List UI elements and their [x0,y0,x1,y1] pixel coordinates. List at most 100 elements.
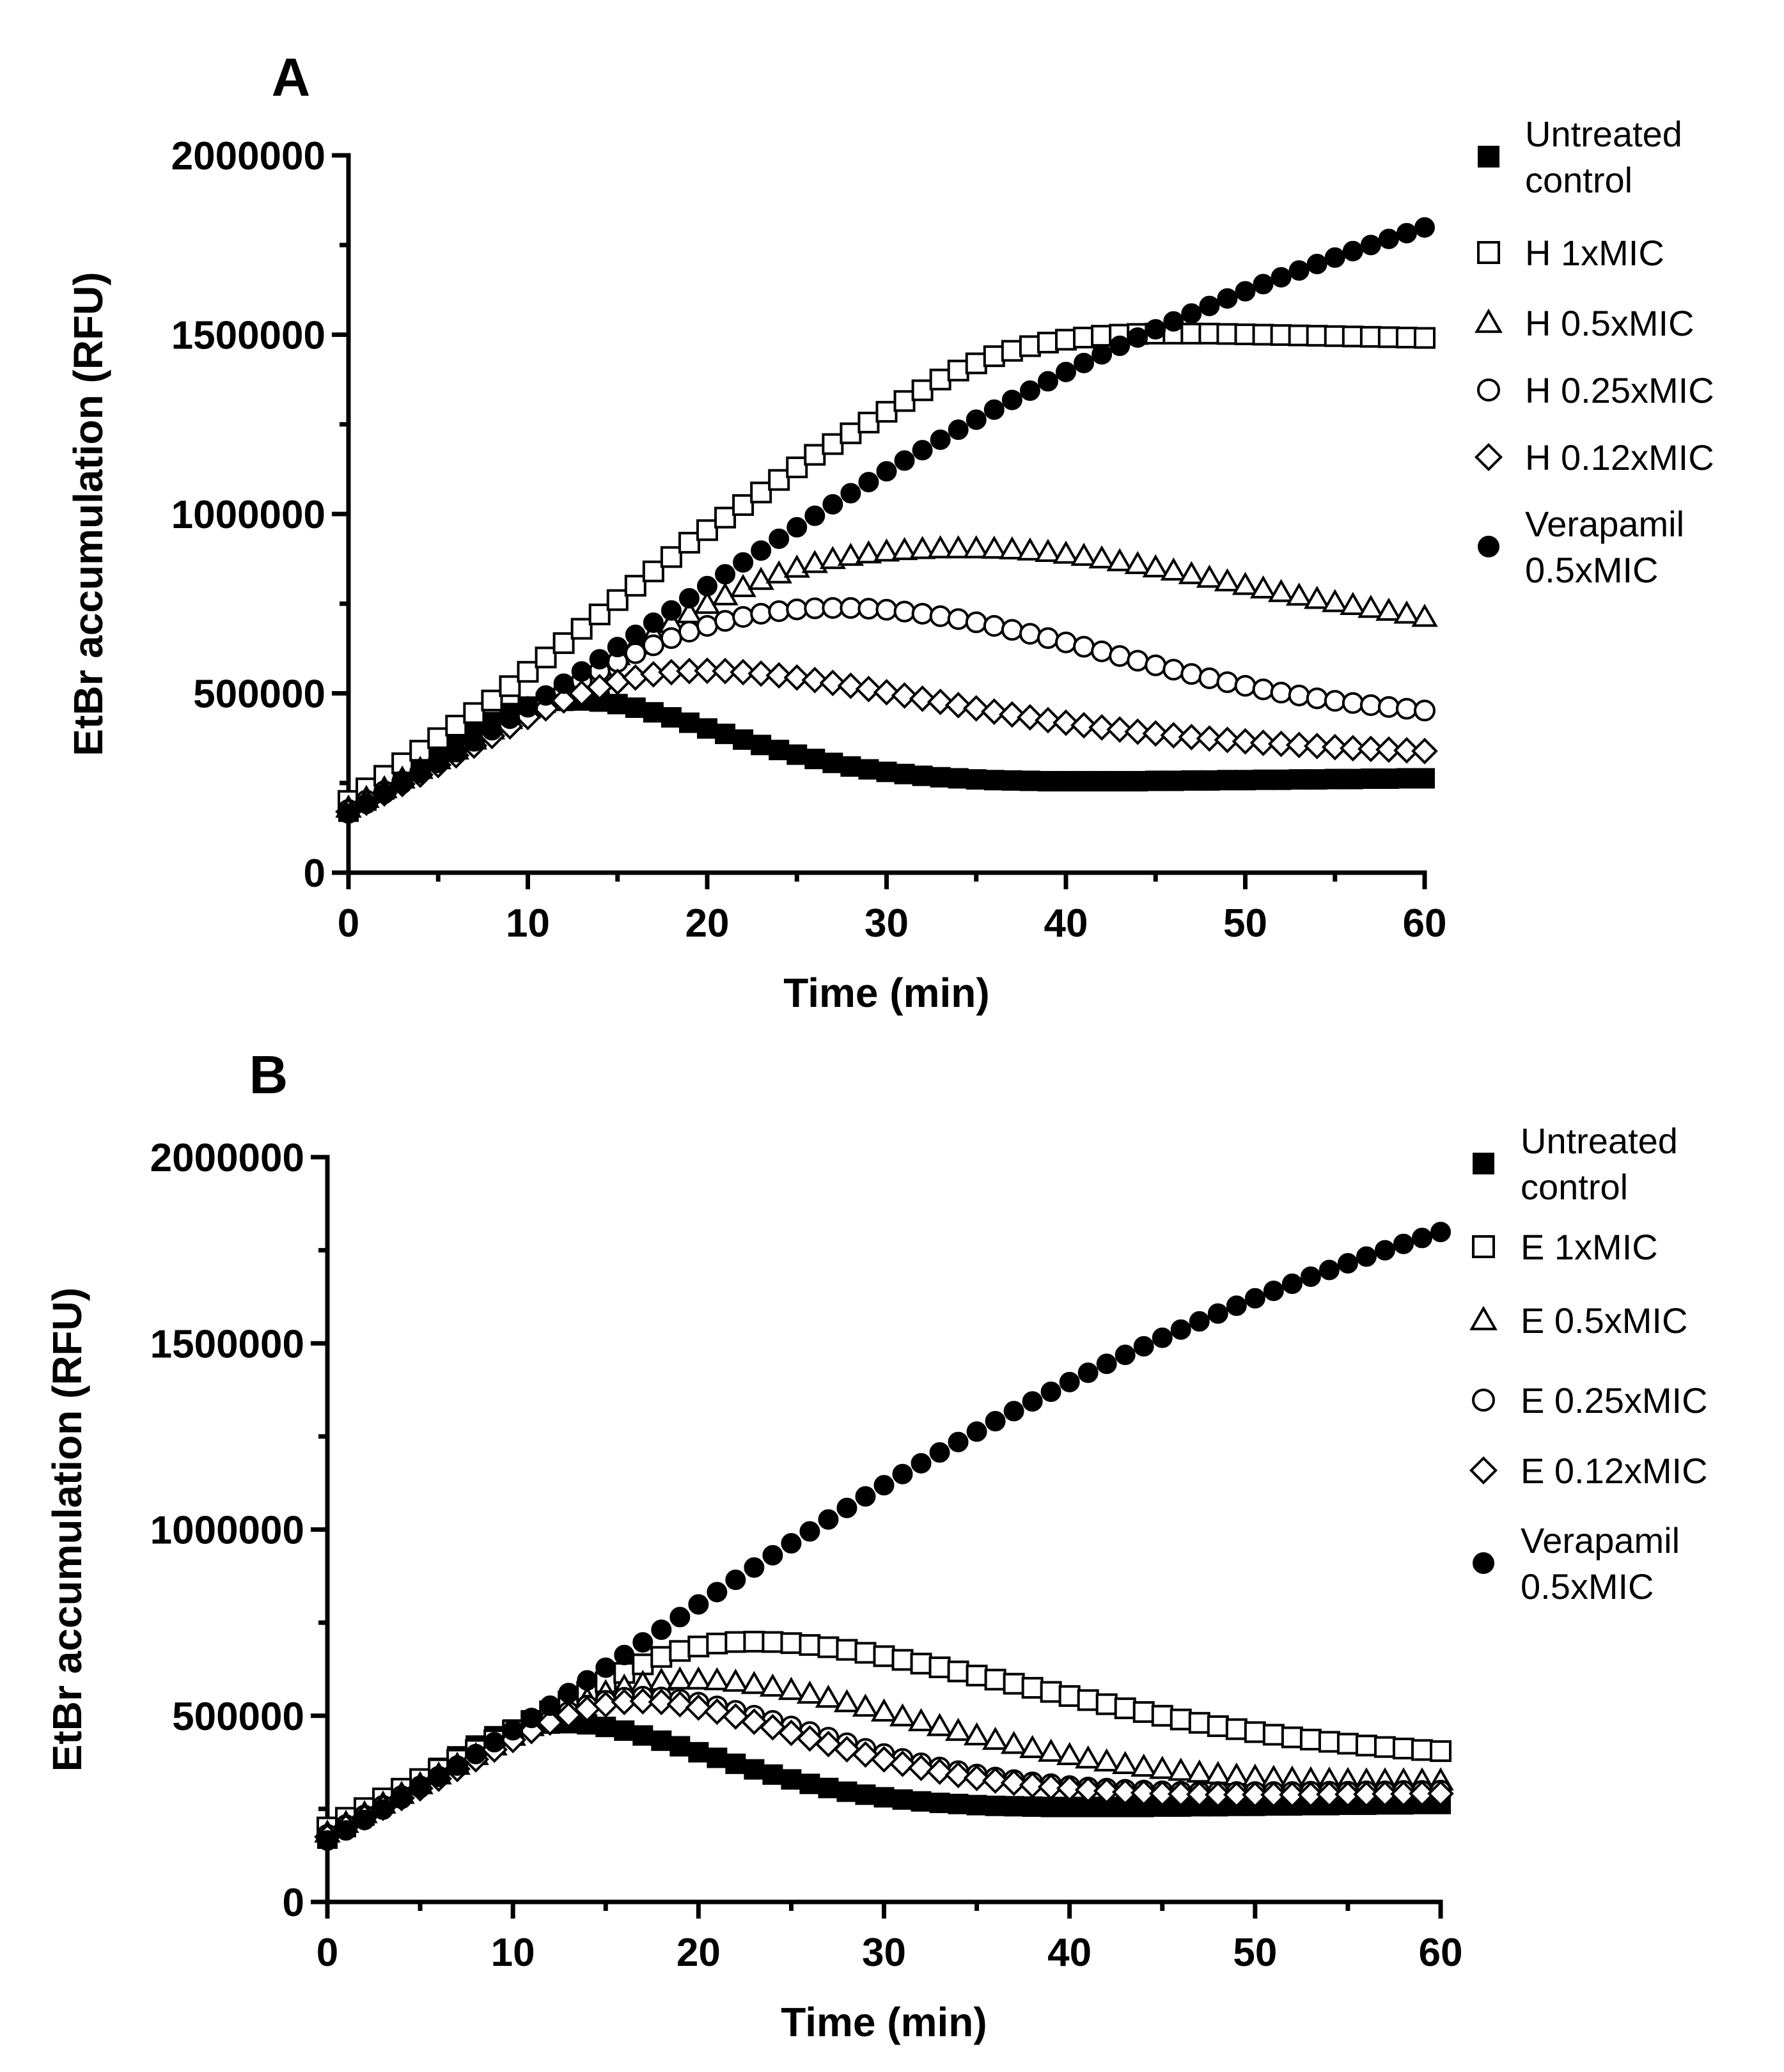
data-point [1232,728,1259,755]
data-point [1304,586,1331,609]
data-point [595,1657,616,1678]
data-point [1336,1733,1359,1755]
data-point [1055,631,1077,653]
data-point [696,519,718,541]
data-point [930,767,951,788]
data-point [1170,1708,1192,1731]
x-tick-label: 20 [677,1931,721,1975]
data-point [517,697,538,718]
x-axis-title: Time (min) [783,970,989,1016]
data-point [1188,1711,1210,1734]
data-point [891,682,918,709]
legend-label: H 1xMIC [1525,233,1664,273]
data-point [1321,733,1349,761]
data-point [1235,770,1256,791]
data-point [1216,671,1239,694]
y-tick-label: 2000000 [150,1136,304,1180]
data-point [1093,1748,1120,1772]
legend-entry: E 1xMIC [1472,1227,1658,1267]
data-point [536,1709,564,1736]
data-point [1395,326,1418,348]
data-point [1427,1780,1454,1807]
data-point [503,1720,524,1741]
data-point [1378,228,1399,249]
data-point [1088,713,1115,741]
data-point [1037,770,1058,791]
data-point [629,1688,657,1715]
data-point [714,610,737,632]
data-point [535,646,557,669]
legend-label: H 0.12xMIC [1525,437,1714,478]
data-point [1149,1756,1176,1779]
data-point [614,1644,635,1665]
data-point [1377,326,1400,348]
data-point [1324,768,1345,790]
data-point [466,1743,487,1764]
data-point [1226,1295,1247,1316]
data-point [1077,1362,1099,1383]
data-point [1056,770,1076,791]
data-point [1056,361,1076,382]
data-point [571,661,592,682]
data-point [855,540,882,564]
data-point [833,1736,861,1763]
data-point [540,1695,561,1717]
data-point [963,1764,990,1791]
data-point [873,538,900,562]
data-point [1059,1371,1080,1392]
data-point [1152,1327,1173,1348]
y-tick-label: 1500000 [150,1322,304,1366]
data-point [499,708,520,729]
legend-label: E 0.5xMIC [1521,1300,1687,1341]
data-point [1001,339,1023,362]
y-axis-title: EtBr accumulation (RFU) [44,1288,90,1772]
data-point [1021,1677,1044,1699]
data-point [1340,591,1366,615]
data-point [1249,575,1277,599]
data-point [697,718,717,739]
data-point [687,1635,710,1658]
data-point [1127,327,1148,348]
data-point [1300,1266,1321,1287]
data-point [799,1773,820,1795]
data-point [999,536,1026,560]
data-point [1092,344,1113,365]
data-point [894,763,915,784]
data-point [1056,1741,1083,1766]
data-point [818,1777,839,1798]
data-point [1001,770,1022,791]
data-point [1306,253,1327,274]
data-point [1092,770,1113,791]
data-point [912,440,933,461]
data-point [1242,1781,1269,1809]
data-point [818,1509,839,1530]
data-point [1037,1738,1065,1762]
data-point [1145,770,1166,791]
data-point [481,720,503,741]
data-point [1109,645,1131,667]
data-point [1281,1274,1303,1295]
data-point [836,1497,857,1518]
series-0 [338,690,1435,822]
panel-a: A 0 500000 1000000 1500000 2000000 0 10 20 30 40 50… [65,47,1714,1016]
data-point [836,1639,858,1661]
data-point [730,573,756,597]
data-point [694,591,721,614]
data-point [1019,1734,1046,1758]
data-point [1414,699,1436,722]
data-point [588,604,611,626]
data-point [712,657,739,685]
data-point [817,1636,840,1658]
data-point [570,618,593,640]
data-point [1001,389,1022,410]
data-point [732,606,755,628]
data-point [1378,768,1399,790]
data-point [769,740,790,761]
data-point [1003,1796,1024,1817]
data-point [1133,1336,1154,1357]
legend-marker [1473,1153,1494,1174]
data-point [1091,325,1113,347]
data-point [650,1646,673,1668]
data-point [1035,538,1061,562]
data-point [927,535,954,559]
